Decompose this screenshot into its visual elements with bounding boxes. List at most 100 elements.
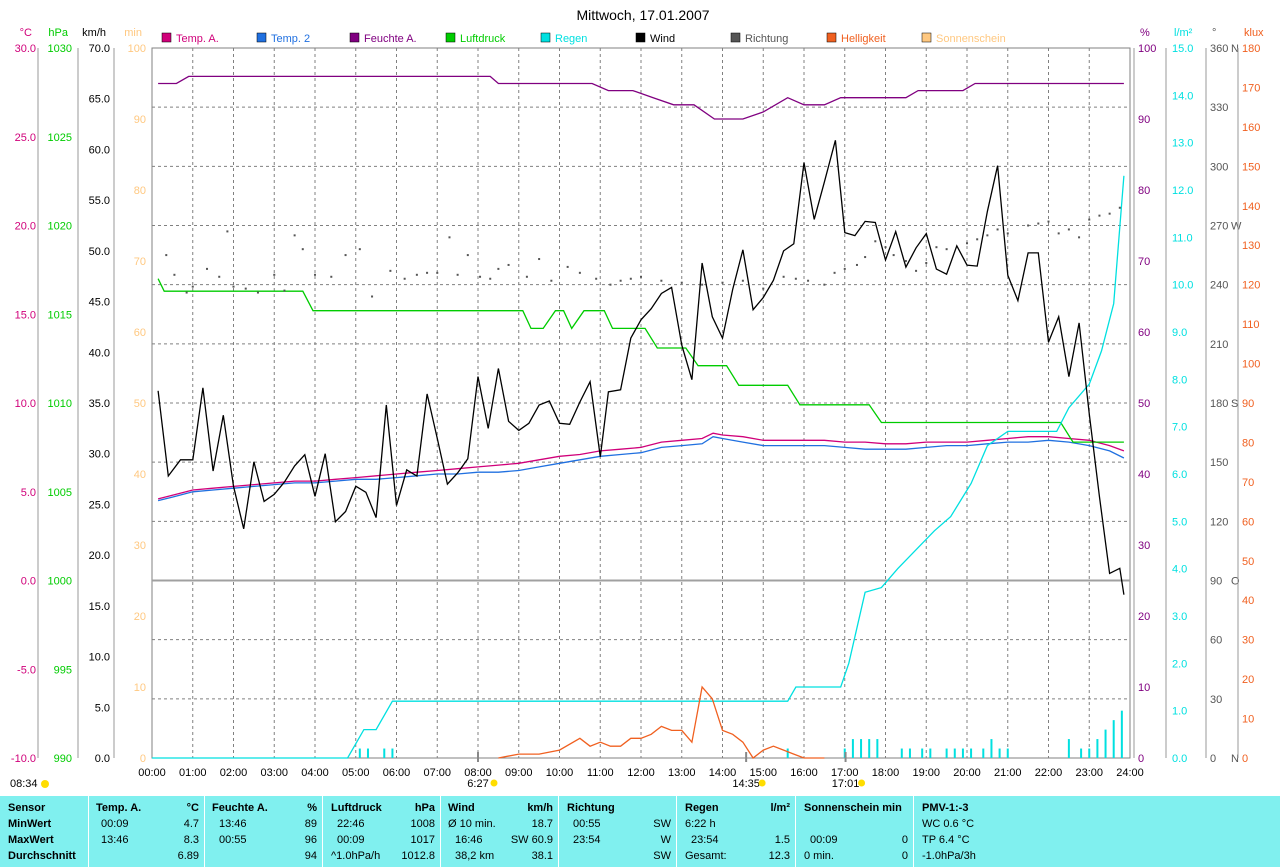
legend-label: Regen [555, 33, 587, 45]
sun-tick-label: 90 [134, 114, 146, 126]
temp-tick-label: -5.0 [17, 664, 36, 676]
summary-sunshine-total-label: 0 min. [804, 850, 834, 862]
pressure-tick-label: 1015 [48, 309, 72, 321]
direction-dot [256, 291, 259, 294]
direction-dot [226, 230, 229, 233]
direction-dot [976, 238, 979, 241]
rain-unit-label: l/m² [1174, 27, 1193, 39]
direction-dot [1027, 224, 1030, 227]
x-tick-label: 19:00 [912, 767, 940, 779]
direction-dot [525, 275, 528, 278]
summary-temp-min: 4.7 [183, 818, 199, 830]
direction-dot [403, 277, 406, 280]
wind-tick-label: 25.0 [89, 499, 110, 511]
summary-pmv-windchill: WC 0.6 °C [922, 818, 975, 830]
direction-unit-label: ° [1212, 27, 1216, 39]
summary-rain-max-time: 23:54 [691, 834, 719, 846]
legend-label: Feuchte A. [364, 33, 417, 45]
rain-tick-label: 4.0 [1172, 564, 1187, 576]
direction-dot [609, 283, 612, 286]
direction-tick-label: 240 [1210, 280, 1228, 292]
direction-dot [1006, 232, 1009, 235]
direction-dot [456, 273, 459, 276]
direction-dot [721, 281, 724, 284]
x-tick-label: 22:00 [1035, 767, 1063, 779]
summary-humidity-avg: 94 [304, 850, 317, 862]
rain-tick-label: 7.0 [1172, 422, 1187, 434]
direction-dot [479, 275, 482, 278]
direction-dot [507, 263, 510, 266]
sun-tick-label: 60 [134, 327, 146, 339]
direction-dot [904, 260, 907, 262]
summary-pressure-trend: ^1.0hPa/h [331, 850, 381, 862]
direction-tick-label: 0 [1210, 753, 1216, 765]
direction-dot [925, 261, 928, 264]
sun-icon [758, 779, 766, 787]
brightness-tick-label: 150 [1242, 161, 1260, 173]
brightness-tick-label: 120 [1242, 280, 1260, 292]
direction-dot [165, 254, 168, 257]
summary-pressure-min-time: 22:46 [337, 818, 365, 830]
humidity-unit-label: % [1140, 27, 1150, 39]
summary-rain-total-label: Gesamt: [685, 850, 727, 862]
brightness-tick-label: 50 [1242, 556, 1254, 568]
direction-dot [966, 242, 968, 245]
compass-label: S [1231, 398, 1238, 410]
summary-col-pressure: Luftdruck hPa 22:46 1008 00:09 1017 ^1.0hPa… [322, 796, 441, 867]
summary-direction-max: W [660, 834, 671, 846]
direction-dot [823, 283, 826, 286]
summary-humidity-min: 89 [304, 818, 317, 830]
wind-tick-label: 35.0 [89, 398, 110, 410]
x-tick-label: 24:00 [1116, 767, 1144, 779]
sun-tick-label: 50 [134, 398, 146, 410]
direction-dot [191, 285, 194, 288]
direction-dot [782, 275, 785, 278]
summary-pmv-trend: -1.0hPa/3h [922, 850, 976, 862]
summary-pressure-header: Luftdruck [331, 802, 382, 814]
rain-tick-label: 15.0 [1172, 43, 1193, 55]
direction-dot [185, 291, 188, 294]
summary-col-temp: Temp. A. °C 00:09 4.7 13:46 8.3 6.89 [88, 796, 205, 867]
rain-tick-label: 11.0 [1172, 232, 1193, 244]
summary-pmv-header: PMV-1:-3 [922, 802, 969, 814]
summary-wind-header: Wind [448, 802, 475, 814]
brightness-tick-label: 160 [1242, 122, 1260, 134]
direction-tick-label: 90 [1210, 576, 1222, 588]
direction-tick-label: 210 [1210, 339, 1228, 351]
series-line-helligkeit [498, 685, 825, 759]
sun-tick-label: 10 [134, 682, 146, 694]
humidity-tick-label: 20 [1138, 611, 1150, 623]
sun-tick-label: 20 [134, 611, 146, 623]
direction-dot [415, 273, 418, 276]
legend-swatch [826, 32, 837, 43]
rain-tick-label: 10.0 [1172, 280, 1193, 292]
summary-label-min: MinWert [8, 818, 52, 830]
legend-label: Luftdruck [460, 33, 506, 45]
temp-tick-label: -10.0 [11, 753, 36, 765]
direction-dot [1118, 206, 1121, 209]
x-tick-label: 00:00 [138, 767, 166, 779]
x-tick-label: 01:00 [179, 767, 207, 779]
humidity-tick-label: 30 [1138, 540, 1150, 552]
wind-tick-label: 15.0 [89, 601, 110, 613]
x-tick-label: 05:00 [342, 767, 370, 779]
brightness-tick-label: 180 [1242, 43, 1260, 55]
direction-tick-label: 180 [1210, 398, 1228, 410]
direction-dot [986, 234, 989, 237]
wind-tick-label: 45.0 [89, 297, 110, 309]
series-line-wind [157, 140, 1125, 595]
brightness-tick-label: 70 [1242, 477, 1254, 489]
direction-dot [915, 269, 918, 272]
series-line-luftdruck [157, 278, 1124, 443]
summary-humidity-max: 96 [304, 834, 317, 846]
rain-tick-label: 13.0 [1172, 138, 1193, 150]
direction-dot [489, 277, 492, 280]
compass-label: W [1231, 221, 1242, 233]
x-tick-label: 20:00 [953, 767, 981, 779]
x-axis: 00:00 01:00 02:00 03:00 04:00 05:00 06:00 07:00… [138, 767, 1144, 779]
sun-tick-label: 100 [128, 43, 146, 55]
compass-label: N [1231, 43, 1239, 55]
legend-label: Richtung [745, 33, 788, 45]
weather-chart: Mittwoch, 17.01.2007 Temp. A. Temp. 2 Feuc… [10, 7, 1264, 790]
wind-tick-label: 55.0 [89, 195, 110, 207]
